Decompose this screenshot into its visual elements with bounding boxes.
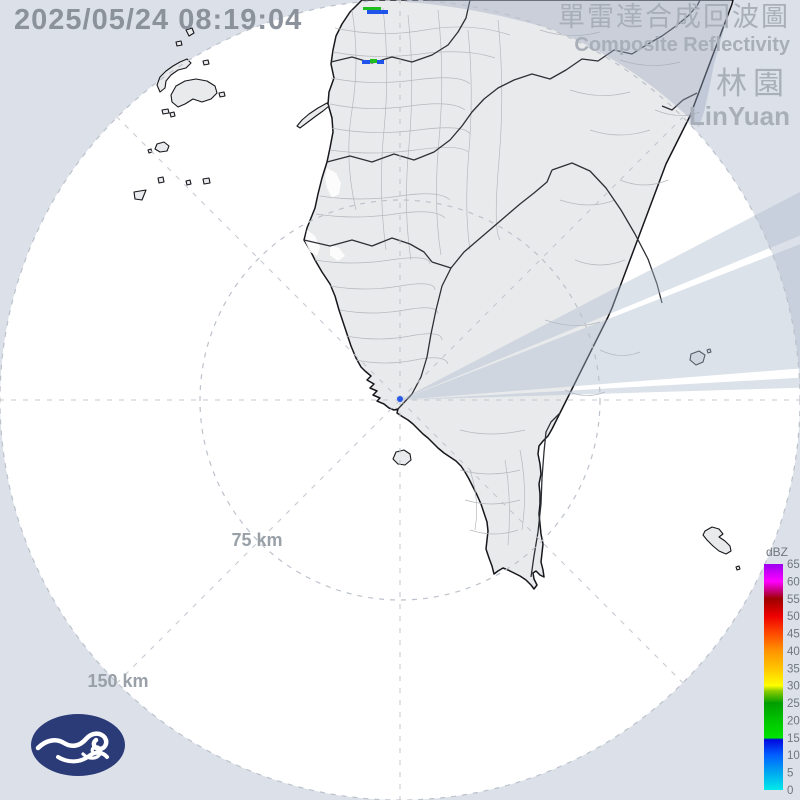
colorbar-tick-label: 15	[787, 733, 800, 745]
cwb-logo-wave-icon	[35, 731, 109, 764]
colorbar-tick-label: 45	[787, 629, 800, 641]
cwb-logo	[28, 712, 128, 778]
colorbar-tick-label: 30	[787, 681, 800, 693]
colorbar-tick-label: 20	[787, 715, 800, 727]
green-island-islet	[706, 348, 712, 354]
title-block: 單雷達合成回波圖 Composite Reflectivity 林園 LinYu…	[558, 2, 790, 132]
timestamp: 2025/05/24 08:19:04	[14, 4, 303, 36]
colorbar-tick-label: 65	[787, 559, 800, 571]
station-name-en: LinYuan	[688, 100, 790, 131]
echo-cell	[397, 396, 403, 402]
colorbar-tick-label: 25	[787, 698, 800, 710]
product-title-zh: 單雷達合成回波圖	[558, 2, 790, 32]
beam-blockage-wedges	[400, 192, 800, 400]
penghu-islet	[133, 189, 147, 201]
penghu-islet	[169, 111, 176, 118]
station-name-zh: 林園	[716, 66, 790, 102]
echo-cell	[370, 59, 377, 63]
radar-echoes	[362, 7, 403, 402]
colorbar-tick-label: 10	[787, 750, 800, 762]
landmass-group	[133, 0, 741, 590]
echo-cell	[362, 60, 370, 64]
blocked-north-sector	[405, 0, 731, 127]
penghu-main	[170, 78, 218, 108]
orchid-islet	[735, 565, 741, 571]
colorbar-tick-label: 60	[787, 576, 800, 588]
colorbar-tick-label: 35	[787, 663, 800, 675]
colorbar-tick-label: 5	[787, 768, 793, 780]
green-island	[689, 350, 706, 366]
range-ring-label-150km: 150 km	[87, 671, 149, 691]
penghu-islet	[157, 176, 165, 184]
product-title-en: Composite Reflectivity	[574, 34, 790, 57]
colorbar-tick-label: 55	[787, 594, 800, 606]
liuqiu-island	[392, 449, 412, 466]
echo-cell	[363, 7, 381, 10]
colorbar-tick-label: 0	[787, 785, 793, 797]
taiwan-landmass	[303, 0, 734, 590]
penghu-islet	[175, 40, 183, 47]
penghu-xiyu	[156, 58, 192, 93]
echo-cell	[377, 60, 384, 64]
penghu-islet	[218, 91, 226, 98]
penghu-islet	[202, 59, 210, 66]
penghu-islet	[202, 177, 211, 185]
penghu-islet	[161, 108, 170, 115]
colorbar-gradient	[764, 564, 783, 790]
penghu-islet	[185, 179, 192, 186]
township-boundaries	[314, 7, 701, 546]
colorbar-tick-label: 40	[787, 646, 800, 658]
penghu-islet	[154, 141, 170, 153]
colorbar-unit-label: dBZ	[766, 545, 788, 559]
colorbar-tick-label: 50	[787, 611, 800, 623]
coastal-flats	[305, 168, 345, 261]
sandbar	[296, 102, 330, 129]
dbz-colorbar: dBZ 65 60 55 50 45 40 35 30 25 20 15 10 5 0	[752, 542, 800, 800]
orchid-island	[702, 526, 732, 555]
county-boundaries	[303, 0, 701, 578]
echo-cell	[367, 10, 388, 14]
range-ring-label-75km: 75 km	[231, 530, 283, 550]
penghu-islet	[185, 27, 195, 37]
